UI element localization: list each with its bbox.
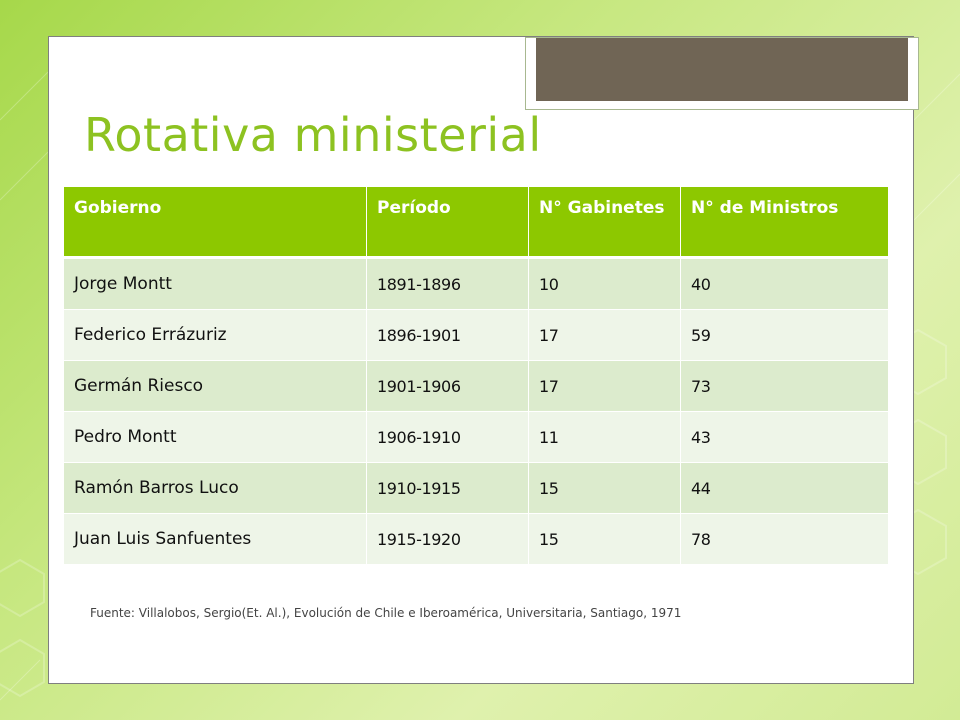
- cell-gobierno: Jorge Montt: [64, 259, 367, 310]
- table-row: Pedro Montt 1906-1910 11 43: [64, 412, 889, 463]
- header-ministros: N° de Ministros: [681, 187, 889, 259]
- header-periodo: Período: [367, 187, 529, 259]
- cell-gobierno: Federico Errázuriz: [64, 310, 367, 361]
- table-header-row: Gobierno Período N° Gabinetes N° de Mini…: [64, 187, 889, 259]
- cell-gobierno: Pedro Montt: [64, 412, 367, 463]
- table-row: Jorge Montt 1891-1896 10 40: [64, 259, 889, 310]
- header-gobierno: Gobierno: [64, 187, 367, 259]
- decorative-tab-fill: [536, 38, 908, 101]
- header-gabinetes: N° Gabinetes: [529, 187, 681, 259]
- cell-gabinetes: 17: [529, 310, 681, 361]
- slide-title: Rotativa ministerial: [84, 108, 542, 162]
- table-row: Juan Luis Sanfuentes 1915-1920 15 78: [64, 514, 889, 565]
- cell-gobierno: Juan Luis Sanfuentes: [64, 514, 367, 565]
- source-citation: Fuente: Villalobos, Sergio(Et. Al.), Evo…: [90, 606, 682, 620]
- cell-periodo: 1906-1910: [367, 412, 529, 463]
- cell-gabinetes: 17: [529, 361, 681, 412]
- cell-ministros: 78: [681, 514, 889, 565]
- cell-periodo: 1915-1920: [367, 514, 529, 565]
- table-row: Ramón Barros Luco 1910-1915 15 44: [64, 463, 889, 514]
- cell-ministros: 43: [681, 412, 889, 463]
- cell-gabinetes: 15: [529, 463, 681, 514]
- cell-ministros: 73: [681, 361, 889, 412]
- cell-periodo: 1910-1915: [367, 463, 529, 514]
- cell-periodo: 1896-1901: [367, 310, 529, 361]
- cell-ministros: 59: [681, 310, 889, 361]
- table-row: Germán Riesco 1901-1906 17 73: [64, 361, 889, 412]
- cell-periodo: 1891-1896: [367, 259, 529, 310]
- table-row: Federico Errázuriz 1896-1901 17 59: [64, 310, 889, 361]
- cell-gobierno: Ramón Barros Luco: [64, 463, 367, 514]
- cell-gabinetes: 15: [529, 514, 681, 565]
- cell-gabinetes: 11: [529, 412, 681, 463]
- cell-gabinetes: 10: [529, 259, 681, 310]
- cell-gobierno: Germán Riesco: [64, 361, 367, 412]
- cell-ministros: 44: [681, 463, 889, 514]
- decorative-tab: [525, 37, 919, 110]
- cell-ministros: 40: [681, 259, 889, 310]
- ministers-table: Gobierno Período N° Gabinetes N° de Mini…: [64, 187, 889, 565]
- cell-periodo: 1901-1906: [367, 361, 529, 412]
